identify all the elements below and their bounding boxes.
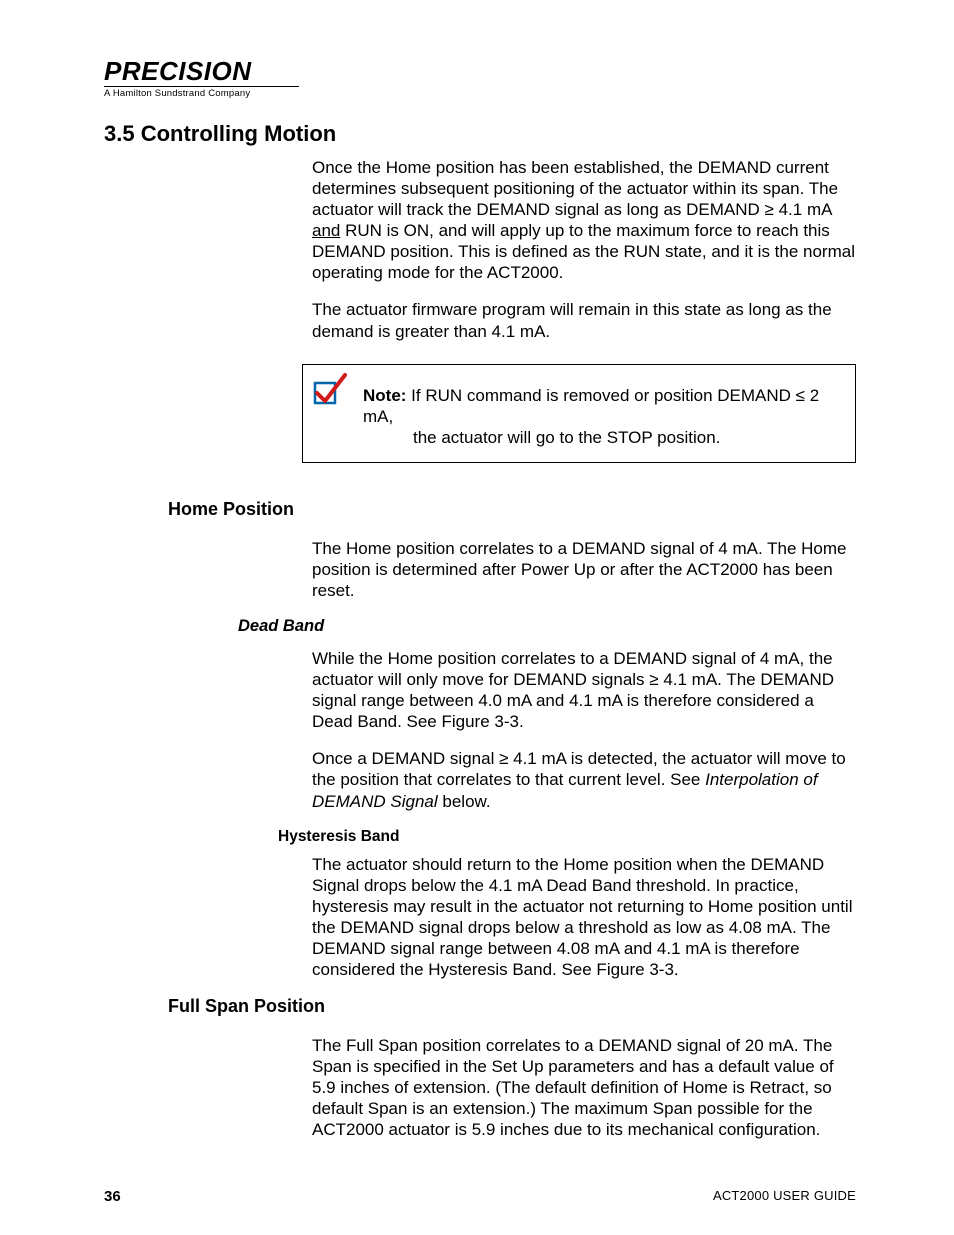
note-callout: Note: If RUN command is removed or posit… bbox=[302, 364, 856, 463]
full-span-block: The Full Span position correlates to a D… bbox=[312, 1035, 856, 1140]
note-line2: the actuator will go to the STOP positio… bbox=[413, 427, 720, 448]
brand-subtitle: A Hamilton Sundstrand Company bbox=[104, 88, 250, 99]
intro-p1-pre: Once the Home position has been establis… bbox=[312, 158, 838, 219]
hysteresis-heading: Hysteresis Band bbox=[278, 828, 856, 846]
intro-paragraph-1: Once the Home position has been establis… bbox=[312, 157, 856, 283]
dead-band-heading: Dead Band bbox=[238, 617, 856, 636]
hysteresis-block: The actuator should return to the Home p… bbox=[312, 854, 856, 980]
brand-logo: PRECISION A Hamilton Sundstrand Company bbox=[104, 58, 856, 99]
dead-band-block: While the Home position correlates to a … bbox=[312, 648, 856, 812]
dead-band-p2: Once a DEMAND signal ≥ 4.1 mA is detecte… bbox=[312, 748, 856, 811]
intro-block: Once the Home position has been establis… bbox=[312, 157, 856, 342]
full-span-p1: The Full Span position correlates to a D… bbox=[312, 1035, 856, 1140]
page-footer: 36 ACT2000 USER GUIDE bbox=[104, 1188, 856, 1205]
note-line1: If RUN command is removed or position DE… bbox=[363, 386, 819, 426]
home-position-block: The Home position correlates to a DEMAND… bbox=[312, 538, 856, 601]
hysteresis-p1: The actuator should return to the Home p… bbox=[312, 854, 856, 980]
home-position-heading: Home Position bbox=[168, 499, 856, 520]
checkbox-icon bbox=[313, 373, 347, 407]
intro-p1-and: and bbox=[312, 221, 340, 240]
dead-band-p1: While the Home position correlates to a … bbox=[312, 648, 856, 732]
document-page: PRECISION A Hamilton Sundstrand Company … bbox=[0, 0, 954, 1235]
footer-doc-title: ACT2000 USER GUIDE bbox=[713, 1188, 856, 1205]
brand-name: PRECISION bbox=[104, 58, 252, 84]
dead-band-p2-post: below. bbox=[438, 792, 491, 811]
home-position-p1: The Home position correlates to a DEMAND… bbox=[312, 538, 856, 601]
full-span-heading: Full Span Position bbox=[168, 996, 856, 1017]
brand-divider bbox=[104, 86, 299, 87]
note-label: Note: bbox=[363, 386, 406, 405]
intro-p1-post: RUN is ON, and will apply up to the maxi… bbox=[312, 221, 855, 282]
intro-paragraph-2: The actuator firmware program will remai… bbox=[312, 299, 856, 341]
note-body: Note: If RUN command is removed or posit… bbox=[363, 385, 839, 448]
section-heading: 3.5 Controlling Motion bbox=[104, 121, 856, 147]
page-number: 36 bbox=[104, 1188, 121, 1205]
